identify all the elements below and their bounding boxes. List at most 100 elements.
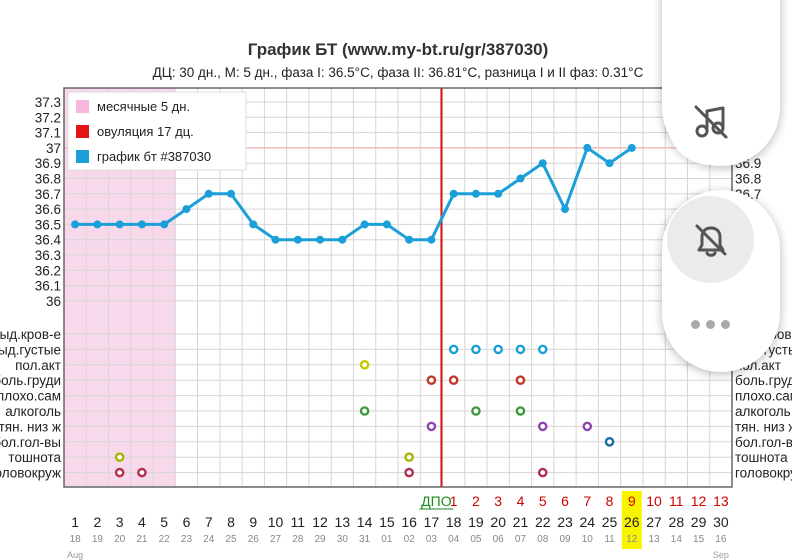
cycle-day-label: 17 (424, 514, 440, 530)
date-label: 05 (470, 534, 482, 545)
cycle-day-label: 30 (713, 514, 729, 530)
date-label: 24 (203, 534, 215, 545)
symptom-label-right: тян. низ ж (735, 419, 792, 434)
cycle-day-label: 6 (183, 514, 191, 530)
bell-off-button[interactable] (667, 196, 754, 283)
dpo-day-label: 8 (606, 493, 614, 509)
symptom-point (359, 406, 370, 416)
legend-entry: овуляция 17 дц. (97, 124, 194, 139)
symptom-point (359, 359, 370, 370)
temperature-point (427, 235, 436, 244)
y-tick-label-left: 37.2 (35, 110, 61, 125)
temperature-point (583, 143, 592, 152)
symptom-label-left: головокруж (0, 466, 61, 481)
cycle-day-label: 22 (535, 514, 551, 530)
dpo-day-label: 4 (517, 493, 525, 509)
cycle-day-label: 21 (513, 514, 529, 530)
symptom-label-left: тошнота (8, 450, 61, 465)
symptom-label-right: плохо.сам (735, 389, 792, 404)
temperature-point (538, 159, 547, 168)
more-horizontal-icon[interactable] (688, 318, 734, 332)
symptom-label-left: алкоголь (5, 404, 61, 419)
symptom-label-left: выд.густые (0, 342, 61, 357)
date-label: 31 (359, 534, 371, 545)
temperature-point (71, 220, 80, 229)
month-label: Sep (713, 550, 729, 560)
date-label: 19 (92, 534, 104, 545)
temperature-point (627, 143, 636, 152)
legend-swatch (76, 100, 89, 113)
symptom-point (515, 406, 526, 416)
temperature-point (182, 205, 191, 214)
cycle-day-label: 4 (138, 514, 146, 530)
cycle-day-label: 9 (249, 514, 257, 530)
date-label: 28 (292, 534, 304, 545)
date-label: 13 (649, 534, 661, 545)
symptom-point (426, 375, 437, 386)
cycle-day-label: 29 (691, 514, 707, 530)
music-off-button[interactable] (667, 78, 754, 165)
y-tick-label-left: 36.9 (35, 156, 61, 171)
dpo-day-label: 3 (494, 493, 502, 509)
date-label: 14 (671, 534, 683, 545)
dpo-day-label: 13 (713, 493, 729, 509)
symptom-label-right: алкоголь (735, 404, 791, 419)
temperature-point (360, 220, 369, 229)
y-tick-label-left: 36.8 (35, 172, 61, 187)
month-label: Aug (67, 550, 83, 560)
y-tick-label-left: 36.7 (35, 187, 61, 202)
symptom-label-left: выд.кров-е (0, 327, 61, 342)
symptom-label-left: пол.акт (15, 358, 61, 373)
legend-box (67, 91, 247, 171)
temperature-point (93, 220, 102, 229)
symptom-label-right: боль.груди (735, 373, 792, 388)
symptom-point (537, 421, 548, 432)
date-label: 16 (715, 534, 727, 545)
temperature-point (271, 235, 280, 244)
cycle-day-label: 16 (401, 514, 417, 530)
y-tick-label-left: 37 (46, 141, 61, 156)
date-label: 11 (604, 534, 615, 545)
cycle-day-label: 19 (468, 514, 484, 530)
date-label: 04 (448, 534, 460, 545)
dpo-day-label: 10 (646, 493, 662, 509)
date-label: 08 (537, 534, 549, 545)
cycle-day-label: 26 (624, 514, 640, 530)
date-label: 20 (114, 534, 126, 545)
temperature-point (115, 220, 124, 229)
dpo-day-label: 1 (450, 493, 458, 509)
chart-subtitle: ДЦ: 30 дн., М: 5 дн., фаза I: 36.5°C, фа… (153, 65, 644, 80)
date-label: 18 (70, 534, 82, 545)
dpo-day-label: 12 (691, 493, 707, 509)
date-label: 27 (270, 534, 282, 545)
symptom-point (515, 375, 526, 386)
dpo-day-label: 7 (583, 493, 591, 509)
cycle-day-label: 3 (116, 514, 124, 530)
temperature-point (137, 220, 146, 229)
symptom-point (448, 344, 459, 355)
y-tick-label-left: 37.3 (35, 95, 61, 110)
date-label: 22 (159, 534, 171, 545)
symptom-point (471, 344, 481, 355)
bell-off-icon (695, 224, 727, 257)
cycle-day-label: 10 (268, 514, 284, 530)
y-tick-label-left: 36.3 (35, 248, 61, 263)
cycle-day-label: 2 (94, 514, 102, 530)
date-label: 10 (582, 534, 594, 545)
dpo-day-label: 9 (628, 493, 636, 509)
cycle-day-label: 14 (357, 514, 373, 530)
y-tick-label-left: 36.6 (35, 202, 61, 217)
cycle-day-label: 12 (312, 514, 328, 530)
date-label: 23 (181, 534, 193, 545)
legend-swatch (76, 125, 89, 138)
symptom-point (137, 467, 147, 478)
dpo-day-label: 11 (669, 493, 684, 509)
cycle-day-label: 13 (335, 514, 351, 530)
temperature-point (227, 189, 235, 198)
dpo-day-label: 5 (539, 493, 547, 509)
temperature-point (605, 159, 614, 168)
cycle-day-label: 5 (160, 514, 168, 530)
cycle-day-label: 11 (291, 514, 306, 530)
temperature-point (561, 205, 569, 214)
